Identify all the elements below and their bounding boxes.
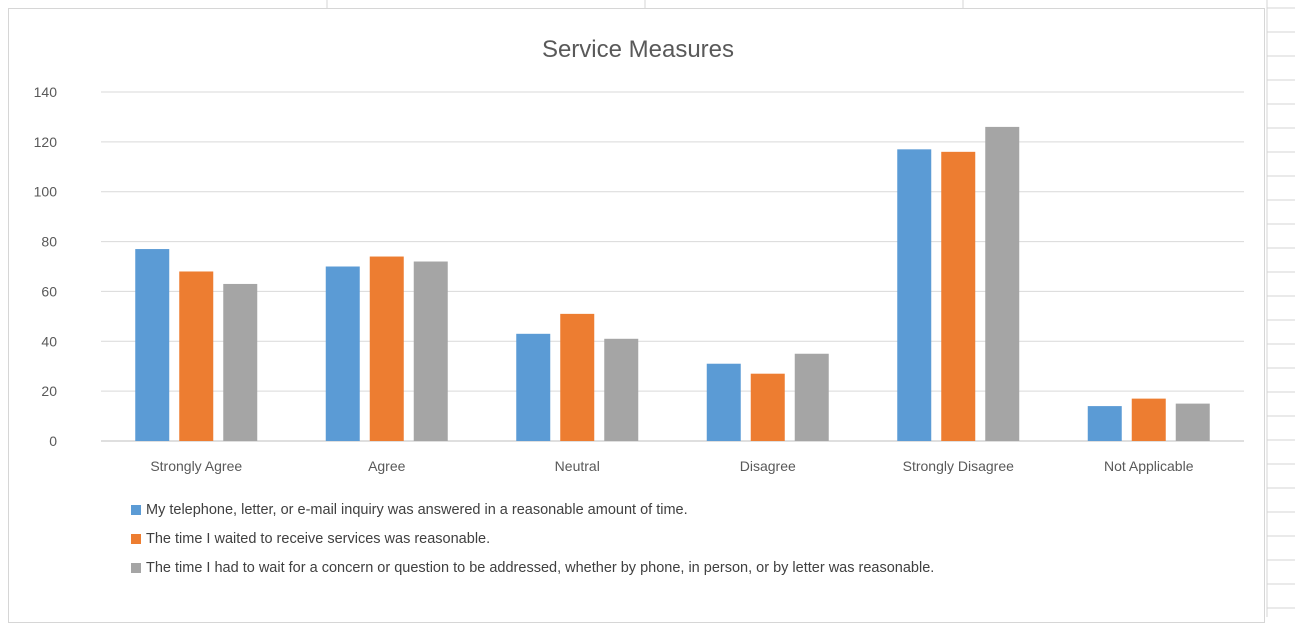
legend: My telephone, letter, or e-mail inquiry … xyxy=(131,495,934,582)
bar[interactable] xyxy=(1175,403,1210,441)
y-tick-label: 60 xyxy=(41,283,57,299)
legend-swatch xyxy=(131,562,141,573)
bar[interactable] xyxy=(794,353,829,441)
bar[interactable] xyxy=(706,363,741,441)
bar[interactable] xyxy=(560,313,595,441)
bar[interactable] xyxy=(897,149,932,442)
gridlines xyxy=(101,91,1244,442)
bar[interactable] xyxy=(179,271,214,441)
x-tick-label: Strongly Agree xyxy=(150,458,242,474)
bar[interactable] xyxy=(369,256,404,441)
bar[interactable] xyxy=(1131,398,1166,441)
legend-label: The time I had to wait for a concern or … xyxy=(146,559,935,576)
bar[interactable] xyxy=(941,151,976,442)
y-tick-label: 100 xyxy=(34,184,58,200)
x-tick-label: Strongly Disagree xyxy=(903,458,1014,474)
y-tick-label: 80 xyxy=(41,234,57,250)
y-axis-ticks: 0 20 40 60 80 100 120 140 xyxy=(34,84,58,449)
x-tick-label: Neutral xyxy=(555,458,600,474)
bar[interactable] xyxy=(1087,406,1122,441)
bar[interactable] xyxy=(135,249,170,441)
bar[interactable] xyxy=(413,261,448,441)
y-tick-label: 40 xyxy=(41,333,57,349)
bar[interactable] xyxy=(516,333,551,441)
bar[interactable] xyxy=(604,338,639,441)
legend-swatch xyxy=(131,533,141,544)
x-axis-ticks: Strongly Agree Agree Neutral Disagree Strong… xyxy=(150,458,1193,474)
bar[interactable] xyxy=(750,373,785,441)
bar[interactable] xyxy=(985,126,1020,442)
legend-label: My telephone, letter, or e-mail inquiry … xyxy=(146,501,688,518)
legend-item: The time I waited to receive services wa… xyxy=(131,524,934,553)
x-tick-label: Not Applicable xyxy=(1104,458,1194,474)
legend-item: My telephone, letter, or e-mail inquiry … xyxy=(131,495,934,524)
y-tick-label: 120 xyxy=(34,134,58,150)
y-tick-label: 0 xyxy=(49,433,57,449)
legend-item: The time I had to wait for a concern or … xyxy=(131,553,934,582)
chart-title: Service Measures xyxy=(542,36,734,63)
bars xyxy=(135,126,1210,442)
bar[interactable] xyxy=(325,266,360,442)
bar[interactable] xyxy=(223,283,258,441)
legend-label: The time I waited to receive services wa… xyxy=(146,530,491,547)
bar-chart: Service Measures 0 20 40 60 80 100 120 140 Stro… xyxy=(34,36,1244,474)
x-tick-label: Agree xyxy=(368,458,406,474)
legend-swatch xyxy=(131,504,141,515)
chart-area[interactable]: Service Measures 0 20 40 60 80 100 120 140 Stro… xyxy=(8,8,1265,623)
y-tick-label: 20 xyxy=(41,383,57,399)
x-tick-label: Disagree xyxy=(740,458,796,474)
y-tick-label: 140 xyxy=(34,84,58,100)
